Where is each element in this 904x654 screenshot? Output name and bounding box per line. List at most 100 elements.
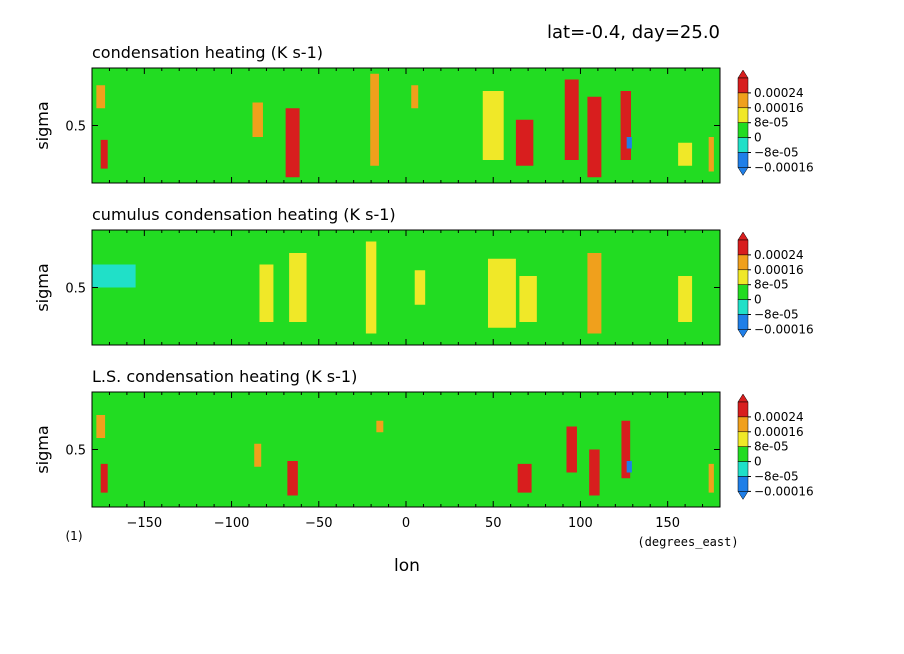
field-feature xyxy=(708,137,714,172)
colorbar-label: 0.00016 xyxy=(754,101,804,115)
colorbar-segment xyxy=(737,446,749,462)
colorbar-segment xyxy=(737,314,749,330)
y-tick-label: 0.5 xyxy=(65,282,86,297)
field-feature xyxy=(289,253,307,322)
x-tick-label: −150 xyxy=(126,516,162,531)
field-background xyxy=(92,392,720,507)
colorbar-segment xyxy=(737,431,749,447)
colorbar-label: −0.00016 xyxy=(754,160,814,174)
colorbar-segment xyxy=(737,416,749,433)
colorbar-segment xyxy=(737,269,749,285)
y-axis-label: sigma xyxy=(33,263,52,311)
panel-title: cumulus condensation heating (K s-1) xyxy=(92,205,396,224)
x-tick-label: 100 xyxy=(568,516,593,531)
header-text: lat=-0.4, day=25.0 xyxy=(547,22,720,43)
colorbar-label: 0.00024 xyxy=(754,86,804,100)
panel-title: L.S. condensation heating (K s-1) xyxy=(92,367,357,386)
field-feature xyxy=(376,420,384,433)
field-background xyxy=(92,68,720,183)
field-feature xyxy=(589,449,600,496)
y-tick-label: 0.5 xyxy=(65,444,86,459)
field-feature xyxy=(519,276,537,322)
y-axis-label: sigma xyxy=(33,101,52,149)
field-feature xyxy=(708,463,714,493)
field-feature xyxy=(414,270,426,305)
field-feature xyxy=(365,241,377,334)
field-feature xyxy=(626,461,632,473)
colorbar-max-arrow xyxy=(737,69,749,79)
field-feature xyxy=(517,463,532,493)
field-feature xyxy=(100,139,108,169)
field-feature xyxy=(587,96,602,178)
colorbar-label: 0.00016 xyxy=(754,425,804,439)
x-tick-label: 150 xyxy=(655,516,680,531)
x-tick-label: 0 xyxy=(402,516,410,531)
field-feature xyxy=(620,91,632,160)
colorbar-label: 0.00024 xyxy=(754,410,804,424)
field-feature xyxy=(100,463,108,493)
colorbar-label: 0 xyxy=(754,131,762,145)
field-feature xyxy=(370,73,379,166)
colorbar-segment xyxy=(737,122,749,138)
colorbar-label: 8e-05 xyxy=(754,116,789,130)
colorbar-label: −8e-05 xyxy=(754,146,799,160)
colorbar-label: −8e-05 xyxy=(754,470,799,484)
colorbar-label: 8e-05 xyxy=(754,440,789,454)
colorbar-min-arrow xyxy=(737,329,749,338)
panels: 0.5 condensation heating (K s-1) sigma 0.00… xyxy=(33,43,814,531)
colorbar-segment xyxy=(737,299,749,315)
y-tick-label: 0.5 xyxy=(65,120,86,135)
field-feature xyxy=(482,91,504,160)
colorbar-segment xyxy=(737,476,749,492)
x-tick-label: −100 xyxy=(214,516,250,531)
field-feature xyxy=(252,102,263,137)
panel-title: condensation heating (K s-1) xyxy=(92,43,323,62)
x-axis-label: lon xyxy=(394,556,420,576)
x-tick-label: 50 xyxy=(485,516,502,531)
colorbar-segment xyxy=(737,239,749,256)
colorbar-label: −0.00016 xyxy=(754,322,814,336)
field-feature xyxy=(626,137,632,149)
field-feature xyxy=(285,108,300,178)
colorbar-max-arrow xyxy=(737,393,749,403)
colorbar-segment xyxy=(737,284,749,300)
field-feature xyxy=(587,253,602,334)
panel-1: 0.5 condensation heating (K s-1) sigma 0.00… xyxy=(33,43,814,184)
field-feature xyxy=(96,415,106,438)
field-feature xyxy=(254,443,262,467)
figure-number: (1) xyxy=(66,529,83,543)
field-feature xyxy=(92,264,136,288)
field-background xyxy=(92,230,720,345)
colorbar-segment xyxy=(737,152,749,168)
colorbar-segment xyxy=(737,401,749,418)
colorbar-label: 0.00016 xyxy=(754,263,804,277)
field-feature xyxy=(678,142,693,166)
colorbar-min-arrow xyxy=(737,167,749,176)
field-feature xyxy=(487,258,516,328)
colorbar-segment xyxy=(737,107,749,123)
colorbar-segment xyxy=(737,92,749,109)
x-axis-unit: (degrees_east) xyxy=(637,535,738,549)
field-feature xyxy=(287,461,298,496)
field-feature xyxy=(564,79,579,160)
colorbar-label: 0.00024 xyxy=(754,248,804,262)
field-feature xyxy=(259,264,274,322)
field-feature xyxy=(96,85,106,109)
field-feature xyxy=(411,85,419,109)
colorbar-segment xyxy=(737,77,749,94)
field-feature xyxy=(678,276,693,322)
colorbar-label: −0.00016 xyxy=(754,484,814,498)
field-feature xyxy=(621,420,631,479)
field-feature xyxy=(566,426,577,473)
panel-2: 0.5 cumulus condensation heating (K s-1) s… xyxy=(33,205,814,346)
y-axis-label: sigma xyxy=(33,425,52,473)
x-tick-label: −50 xyxy=(305,516,332,531)
colorbar-label: 0 xyxy=(754,455,762,469)
panel-3: −150 −100 −50 0 50 100 150 0.5 L.S. condensation… xyxy=(33,367,814,531)
colorbar-label: 0 xyxy=(754,293,762,307)
colorbar-segment xyxy=(737,137,749,153)
colorbar-label: 8e-05 xyxy=(754,278,789,292)
colorbar-segment xyxy=(737,254,749,271)
colorbar-label: −8e-05 xyxy=(754,308,799,322)
